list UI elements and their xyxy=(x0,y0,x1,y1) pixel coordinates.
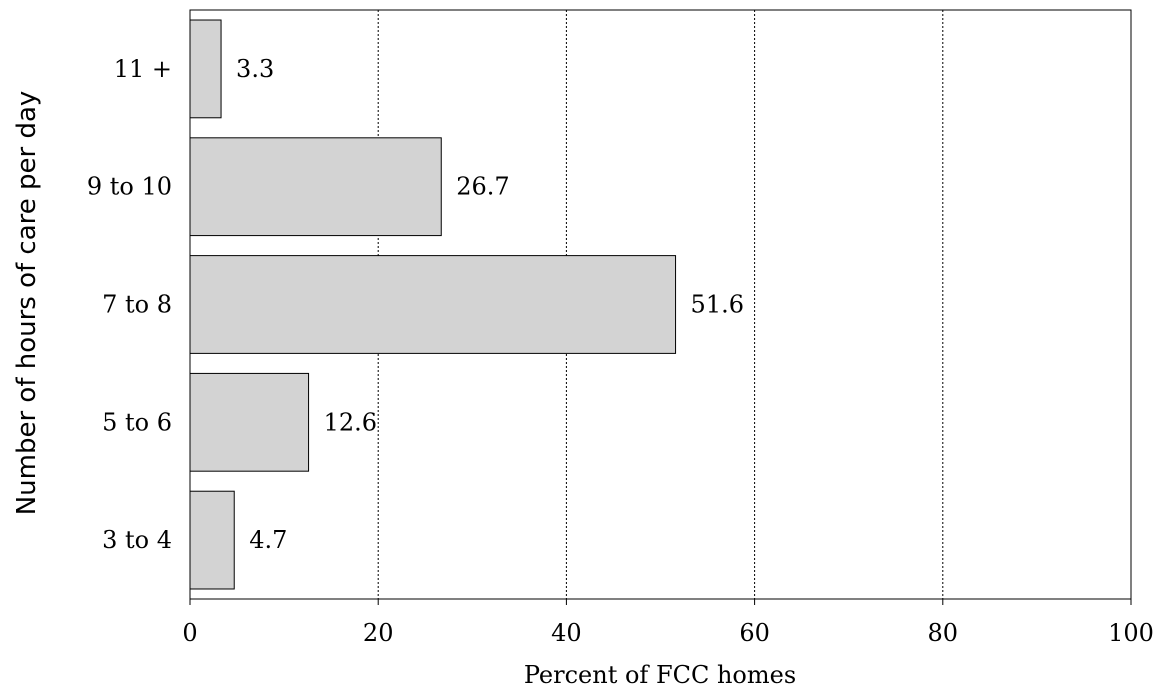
data-label-3: 12.6 xyxy=(324,408,377,436)
x-tick-label-80: 80 xyxy=(928,619,959,647)
x-tick-label-40: 40 xyxy=(551,619,582,647)
x-tick-label-0: 0 xyxy=(182,619,197,647)
bar-1 xyxy=(189,137,442,237)
x-tick-label-60: 60 xyxy=(739,619,770,647)
x-tick-label-100: 100 xyxy=(1108,619,1154,647)
data-label-1: 26.7 xyxy=(456,173,509,201)
y-tick-label-0: 11 + xyxy=(114,55,172,83)
y-tick-label-1: 9 to 10 xyxy=(87,173,172,201)
bars-group: 3.3 26.7 51.6 12.6 4.7 xyxy=(189,19,744,590)
y-tick-label-3: 5 to 6 xyxy=(102,408,172,436)
bar-2 xyxy=(189,255,677,354)
y-axis-ticks: 11 + 9 to 10 7 to 8 5 to 6 3 to 4 xyxy=(87,55,172,554)
data-label-2: 51.6 xyxy=(691,291,744,319)
x-tick-label-20: 20 xyxy=(363,619,394,647)
y-tick-label-4: 3 to 4 xyxy=(102,526,172,554)
y-axis-title: Number of hours of care per day xyxy=(12,91,42,516)
data-label-4: 4.7 xyxy=(249,526,287,554)
bar-4 xyxy=(189,490,235,590)
bar-0 xyxy=(189,19,222,119)
bar-3 xyxy=(189,372,310,472)
data-label-0: 3.3 xyxy=(236,55,274,83)
y-tick-label-2: 7 to 8 xyxy=(102,291,172,319)
x-axis-title: Percent of FCC homes xyxy=(524,661,796,689)
x-axis-ticks: 0 20 40 60 80 100 xyxy=(182,599,1154,647)
